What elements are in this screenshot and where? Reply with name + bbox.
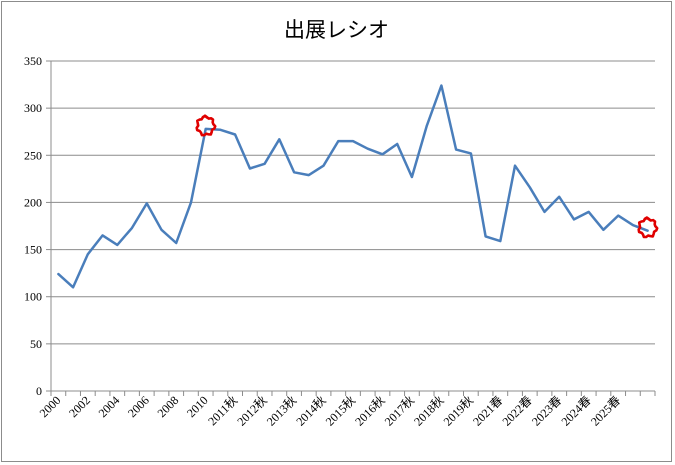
x-tick-label: 2014秋 [293, 393, 328, 428]
x-tick-label: 2016秋 [352, 393, 387, 428]
x-tick-label: 2008 [154, 393, 181, 420]
x-tick-label: 2006 [125, 393, 152, 420]
y-tick-label: 50 [30, 337, 42, 351]
x-tick-label: 2018秋 [411, 393, 446, 428]
hand-drawn-circle [195, 114, 217, 137]
y-tick-label: 100 [24, 290, 42, 304]
x-tick-label: 2013秋 [264, 393, 299, 428]
hand-drawn-circle [637, 216, 659, 239]
x-tick-label: 2022春 [500, 393, 535, 428]
y-tick-label: 0 [36, 384, 42, 398]
x-tick-label: 2019秋 [441, 393, 476, 428]
x-tick-label: 2017秋 [382, 393, 417, 428]
y-tick-label: 150 [24, 243, 42, 257]
x-tick-label: 2024春 [558, 393, 593, 428]
y-tick-label: 250 [24, 148, 42, 162]
x-tick-label: 2012秋 [234, 393, 269, 428]
x-tick-label: 2004 [96, 393, 123, 420]
x-tick-label: 2002 [66, 393, 93, 420]
x-tick-label: 2015秋 [323, 393, 358, 428]
y-tick-label: 300 [24, 101, 42, 115]
y-tick-label: 200 [24, 195, 42, 209]
x-tick-label: 2021春 [470, 393, 505, 428]
chart-title: 出展レシオ [284, 18, 389, 42]
series-layer [57, 84, 649, 289]
annotation-layer [195, 114, 659, 239]
red-circle-annotation [195, 114, 217, 137]
series-line [57, 84, 649, 289]
x-tick-label: 2011秋 [205, 393, 240, 428]
gridlines [51, 60, 655, 345]
red-circle-annotation [637, 216, 659, 239]
y-axis-ticks: 0 50 100 150 200 250 300 350 [24, 54, 51, 398]
x-tick-label: 2023春 [529, 393, 564, 428]
y-tick-label: 350 [24, 54, 42, 68]
axes [50, 61, 655, 392]
x-axis-ticks: 2000 2002 2004 2006 2008 20102011秋2012秋2013秋2… [37, 391, 656, 429]
x-tick-label: 2025春 [588, 393, 623, 428]
